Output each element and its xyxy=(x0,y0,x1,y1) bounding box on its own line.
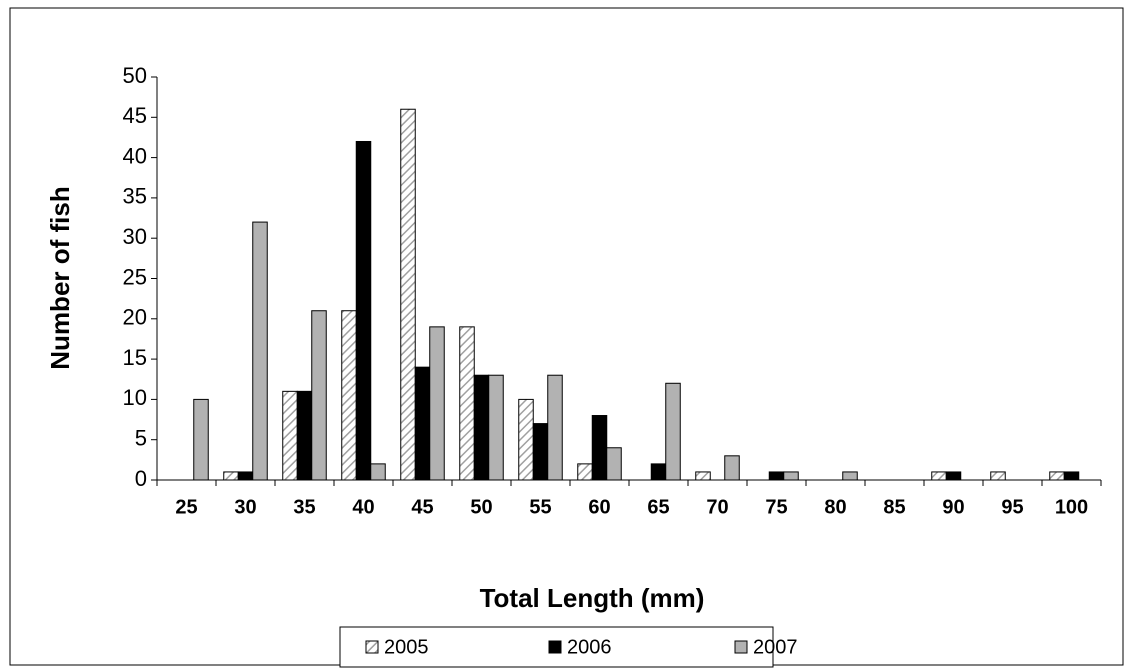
bar xyxy=(591,415,608,481)
bar xyxy=(606,447,622,481)
bar xyxy=(842,471,858,481)
bar xyxy=(650,463,667,481)
bar xyxy=(1049,471,1065,481)
x-tick-label: 25 xyxy=(175,496,197,518)
x-tick-label: 90 xyxy=(942,496,964,518)
y-tick-label: 35 xyxy=(123,184,147,209)
x-tick-label: 75 xyxy=(765,496,787,518)
bar xyxy=(1063,471,1080,481)
bar xyxy=(296,390,313,481)
bar xyxy=(488,374,504,481)
bar xyxy=(783,471,799,481)
bar xyxy=(990,471,1006,481)
y-tick-label: 30 xyxy=(123,224,147,249)
y-tick-label: 15 xyxy=(123,345,147,370)
bar xyxy=(547,374,563,481)
x-tick-label: 30 xyxy=(234,496,256,518)
x-tick-label: 55 xyxy=(529,496,551,518)
legend-label: 2006 xyxy=(567,636,612,658)
bar xyxy=(282,390,298,481)
bar xyxy=(223,471,239,481)
y-tick-label: 10 xyxy=(123,385,147,410)
bar xyxy=(429,326,445,481)
legend-label: 2007 xyxy=(753,636,798,658)
x-tick-label: 35 xyxy=(293,496,315,518)
bar xyxy=(193,398,209,481)
bar xyxy=(414,366,431,481)
x-tick-label: 65 xyxy=(647,496,669,518)
legend-swatch xyxy=(365,640,379,654)
x-tick-label: 85 xyxy=(883,496,905,518)
x-tick-label: 80 xyxy=(824,496,846,518)
bar xyxy=(768,471,785,481)
x-tick-label: 60 xyxy=(588,496,610,518)
y-axis-title: Number of fish xyxy=(45,186,75,369)
bar xyxy=(665,382,681,481)
bar xyxy=(518,398,534,481)
bar xyxy=(931,471,947,481)
y-tick-label: 40 xyxy=(123,143,147,168)
bar xyxy=(695,471,711,481)
legend-swatch xyxy=(734,640,748,654)
y-tick-label: 25 xyxy=(123,264,147,289)
x-tick-label: 70 xyxy=(706,496,728,518)
bar xyxy=(370,463,386,481)
x-tick-label: 40 xyxy=(352,496,374,518)
chart-border xyxy=(9,7,1124,666)
legend-swatch xyxy=(548,640,562,654)
x-tick-label: 95 xyxy=(1001,496,1023,518)
y-tick-label: 20 xyxy=(123,305,147,330)
x-axis-title: Total Length (mm) xyxy=(480,583,705,613)
bar xyxy=(459,326,475,481)
bar xyxy=(473,374,490,481)
y-tick-label: 50 xyxy=(123,63,147,88)
x-tick-label: 50 xyxy=(470,496,492,518)
bar xyxy=(341,310,357,481)
bar xyxy=(400,108,416,481)
x-tick-label: 100 xyxy=(1055,496,1088,518)
x-tick-label: 45 xyxy=(411,496,433,518)
bar xyxy=(532,423,549,481)
legend-label: 2005 xyxy=(384,636,429,658)
y-tick-label: 5 xyxy=(135,426,147,451)
bar xyxy=(724,455,740,481)
bar xyxy=(237,471,254,481)
bar xyxy=(945,471,962,481)
bar xyxy=(355,140,372,481)
bar xyxy=(577,463,593,481)
bar xyxy=(252,221,268,481)
y-tick-label: 45 xyxy=(123,103,147,128)
y-tick-label: 0 xyxy=(135,466,147,491)
bar xyxy=(311,310,327,481)
